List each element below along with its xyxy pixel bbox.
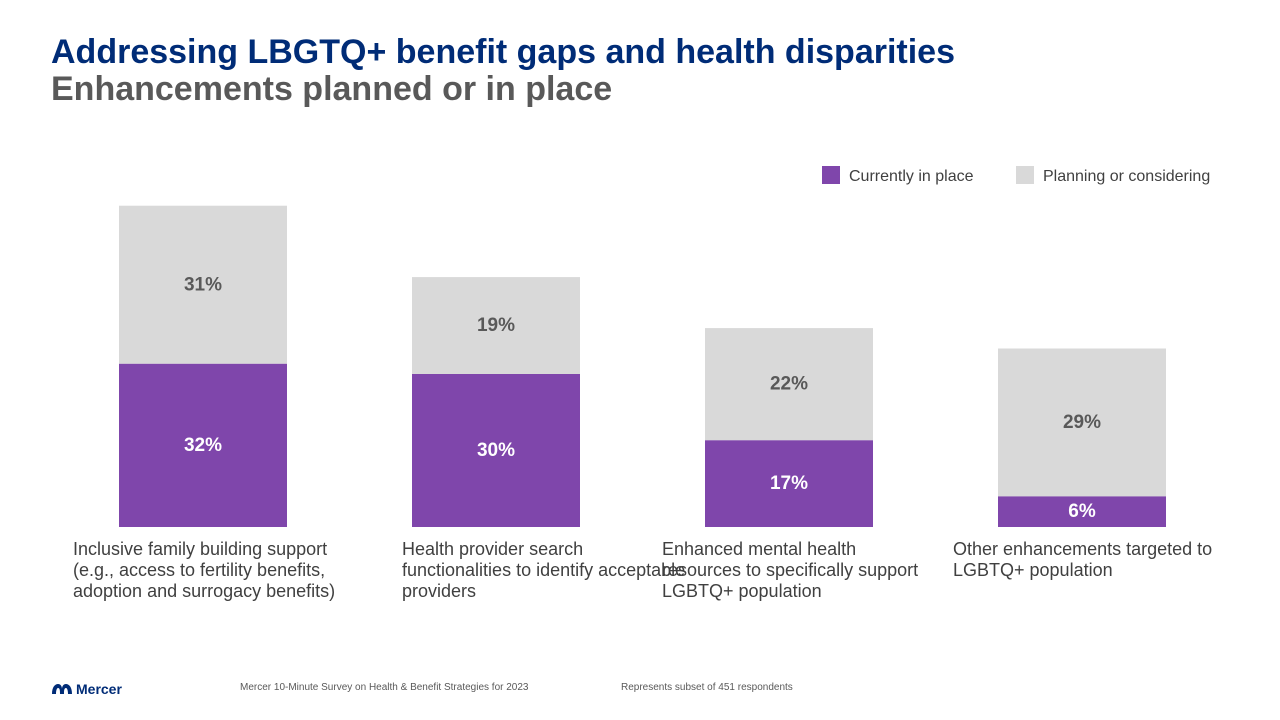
legend-swatch-planning [1016,166,1034,184]
bar-current-provider-search [412,374,580,527]
bar-planning-provider-search [412,277,580,374]
data-label-planning-provider-search: 19% [477,315,515,336]
footer-note: Represents subset of 451 respondents [621,682,793,693]
mercer-logo-text: Mercer [76,681,122,697]
legend-label-current: Currently in place [849,168,974,185]
bar-planning-family-building [119,205,287,364]
bar-current-family-building [119,363,287,527]
page-subtitle: Enhancements planned or in place [51,70,613,108]
category-label-other: Other enhancements targeted to LGBTQ+ po… [953,539,1213,580]
category-label-family-building: Inclusive family building support (e.g.,… [73,539,336,601]
data-label-current-provider-search: 30% [477,440,515,461]
data-label-planning-other: 29% [1063,412,1101,433]
category-label-mental-health: Enhanced mental health resources to spec… [662,539,919,601]
footer-source: Mercer 10-Minute Survey on Health & Bene… [240,682,529,693]
bar-current-mental-health [705,440,873,527]
data-label-planning-family-building: 31% [184,274,222,295]
bar-current-other [998,496,1166,527]
data-label-current-other: 6% [1068,501,1096,522]
category-label-provider-search: Health provider search functionalities t… [402,539,686,601]
data-label-current-mental-health: 17% [770,473,808,494]
data-label-current-family-building: 32% [184,435,222,456]
bar-planning-mental-health [705,328,873,441]
legend-label-planning: Planning or considering [1043,168,1211,185]
legend-swatch-current [822,166,840,184]
mercer-logo-icon [52,684,72,694]
data-label-planning-mental-health: 22% [770,374,808,395]
page-title: Addressing LBGTQ+ benefit gaps and healt… [51,33,955,71]
bar-planning-other [998,348,1166,497]
